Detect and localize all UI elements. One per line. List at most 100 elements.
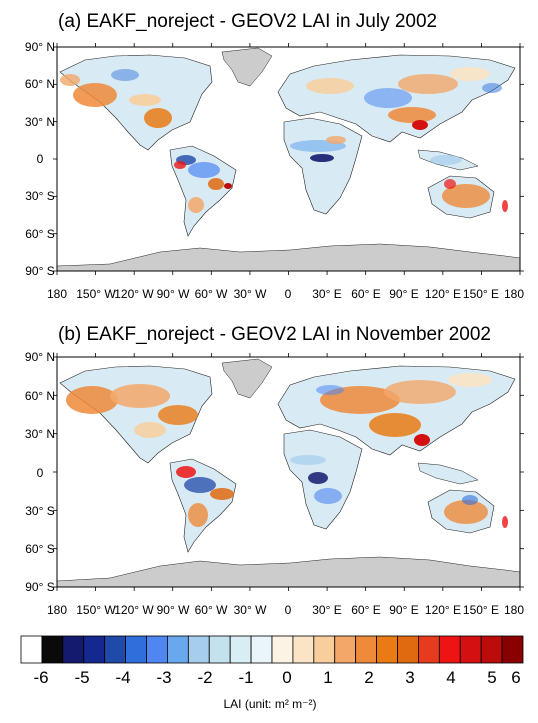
- lon-label: 120° W: [114, 287, 154, 301]
- lon-label: 180: [47, 603, 67, 617]
- colorbar-label: -1: [238, 668, 253, 687]
- colorbar-labels: -6 -5 -4 -3 -2 -1 0 1 2 3 4 5 6: [33, 668, 520, 687]
- lat-label: 60° S: [25, 227, 54, 241]
- lon-label: 120° E: [425, 603, 461, 617]
- lon-label: 150° E: [463, 287, 499, 301]
- colorbar-label: 2: [364, 668, 373, 687]
- colorbar-box: [250, 635, 273, 664]
- lat-label: 0: [37, 152, 44, 166]
- colorbar-box: [20, 635, 43, 664]
- colorbar-box: [292, 635, 315, 664]
- colorbar-box: [334, 635, 357, 664]
- lon-label: 30° W: [234, 287, 267, 301]
- lon-label: 30° W: [234, 603, 267, 617]
- colorbar-unit-label: LAI (unit: m² m⁻²): [223, 697, 316, 711]
- colorbar-box: [438, 635, 461, 664]
- lon-label: 0: [285, 603, 292, 617]
- lon-label: 60° W: [195, 603, 228, 617]
- panel-b-lon-labels: 180 150° W 120° W 90° W 60° W 30° W 0 30…: [47, 603, 524, 617]
- lat-label: 30° N: [25, 115, 55, 129]
- panel-b-ticks: [53, 353, 524, 591]
- lat-label: 30° S: [25, 504, 54, 518]
- colorbar-label: 0: [282, 668, 291, 687]
- colorbar-box: [104, 635, 126, 664]
- colorbar-label: -6: [33, 668, 48, 687]
- colorbar-box: [397, 635, 419, 664]
- colorbar-box: [125, 635, 147, 664]
- colorbar-box: [83, 635, 106, 664]
- lon-label: 0: [285, 287, 292, 301]
- panel-a-lon-labels: 180 150° W 120° W 90° W 60° W 30° W 0 30…: [47, 287, 524, 301]
- panel-a-anomalies: [60, 67, 508, 213]
- colorbar-box: [418, 635, 440, 664]
- colorbar-box: [271, 635, 294, 664]
- lon-label: 90° W: [157, 603, 190, 617]
- lon-label: 90° E: [389, 287, 418, 301]
- lon-label: 120° E: [425, 287, 461, 301]
- panel-b-anomalies: [66, 373, 508, 528]
- colorbar-box: [229, 635, 252, 664]
- colorbar-box: [41, 635, 64, 664]
- colorbar-box: [146, 635, 168, 664]
- panel-a-title: (a) EAKF_noreject - GEOV2 LAI in July 20…: [58, 11, 437, 32]
- lon-label: 120° W: [114, 603, 154, 617]
- colorbar-box: [501, 635, 524, 664]
- lon-label: 30° E: [312, 287, 341, 301]
- panel-b-se-asia-islands: [417, 462, 479, 485]
- panel-b-lat-labels: 90° N 60° N 30° N 0 30° S 60° S 90° S: [25, 350, 55, 594]
- panel-a-map: [57, 47, 520, 271]
- colorbar-label: 4: [446, 668, 455, 687]
- colorbar-label: 3: [405, 668, 414, 687]
- lon-label: 180: [504, 287, 524, 301]
- panel-b-antarctica: [57, 556, 520, 587]
- lat-label: 30° S: [25, 189, 54, 203]
- panel-b-map: [57, 358, 520, 587]
- lat-label: 60° N: [25, 389, 55, 403]
- colorbar-label: 1: [323, 668, 332, 687]
- colorbar-label: -5: [74, 668, 89, 687]
- panel-a-greenland: [221, 47, 273, 87]
- lon-label: 180: [47, 287, 67, 301]
- colorbar-box: [480, 635, 503, 664]
- colorbar-label: 5: [487, 668, 496, 687]
- lon-label: 90° W: [157, 287, 190, 301]
- colorbar-label: -4: [115, 668, 130, 687]
- lon-label: 150° W: [76, 603, 116, 617]
- lat-label: 60° N: [25, 77, 55, 91]
- lon-label: 180: [504, 603, 524, 617]
- colorbar-box: [313, 635, 336, 664]
- colorbar-label: -3: [156, 668, 171, 687]
- colorbar-box: [376, 635, 398, 664]
- lat-label: 90° S: [25, 264, 54, 278]
- lon-label: 60° E: [351, 287, 380, 301]
- lat-label: 0: [37, 466, 44, 480]
- panel-b: (b) EAKF_noreject - GEOV2 LAI in Novembe…: [25, 324, 524, 617]
- lon-label: 150° E: [463, 603, 499, 617]
- colorbar-box: [459, 635, 482, 664]
- lon-label: 30° E: [312, 603, 341, 617]
- colorbar-box: [187, 635, 210, 664]
- panel-a: (a) EAKF_noreject - GEOV2 LAI in July 20…: [25, 11, 524, 301]
- lat-label: 60° S: [25, 542, 54, 556]
- lon-label: 60° W: [195, 287, 228, 301]
- lon-label: 150° W: [76, 287, 116, 301]
- colorbar: -6 -5 -4 -3 -2 -1 0 1 2 3 4 5 6 LAI (uni…: [20, 635, 524, 711]
- colorbar-box: [355, 635, 377, 664]
- lat-label: 90° N: [25, 350, 55, 364]
- panel-b-title: (b) EAKF_noreject - GEOV2 LAI in Novembe…: [58, 324, 491, 345]
- lat-label: 90° S: [25, 580, 54, 594]
- panel-a-ticks: [53, 43, 524, 275]
- panel-a-lat-labels: 90° N 60° N 30° N 0 30° S 60° S 90° S: [25, 40, 55, 278]
- lat-label: 30° N: [25, 427, 55, 441]
- lon-label: 60° E: [351, 603, 380, 617]
- colorbar-box: [208, 635, 231, 664]
- panel-b-greenland: [221, 358, 273, 399]
- colorbar-box: [167, 635, 189, 664]
- lon-label: 90° E: [389, 603, 418, 617]
- colorbar-boxes: [20, 635, 524, 664]
- colorbar-box: [62, 635, 85, 664]
- lat-label: 90° N: [25, 40, 55, 54]
- panel-a-antarctica: [57, 243, 520, 271]
- colorbar-label: -2: [197, 668, 212, 687]
